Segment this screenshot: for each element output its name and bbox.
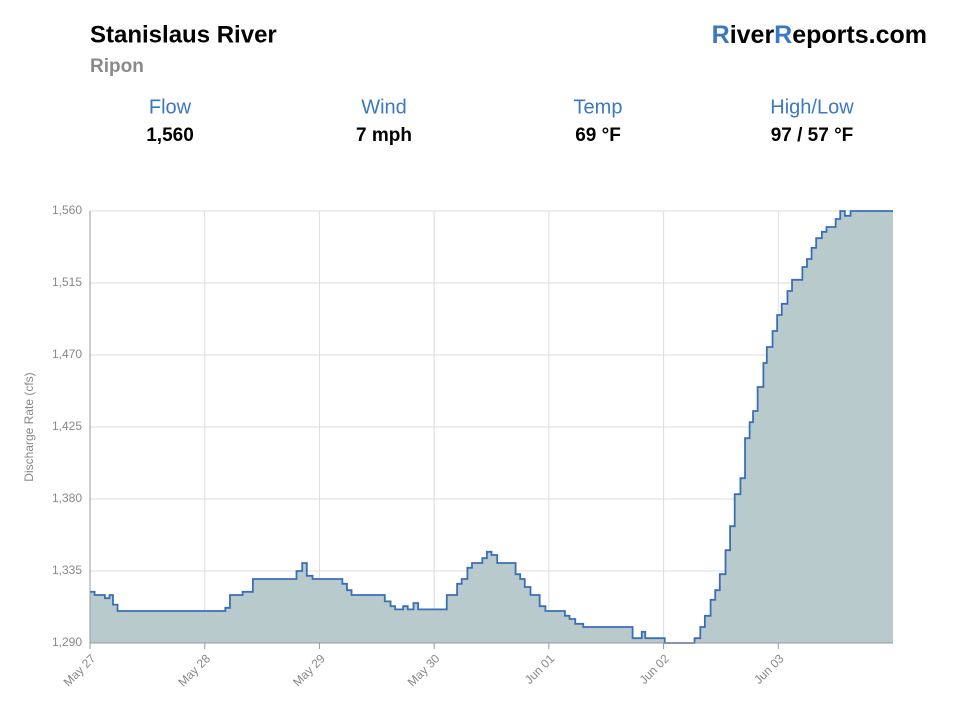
x-tick-label: Jun 03 — [751, 651, 787, 687]
brand-part: R — [712, 21, 730, 49]
x-tick-label: May 29 — [290, 651, 328, 689]
stat-label: Temp — [574, 96, 623, 118]
stat-label: Flow — [149, 96, 192, 118]
stat-label: High/Low — [770, 96, 854, 118]
y-tick-label: 1,380 — [52, 491, 82, 505]
x-tick-label: Jun 01 — [522, 651, 558, 687]
line — [90, 210, 893, 644]
y-tick-label: 1,425 — [52, 419, 82, 433]
stats: Flow 1,560 Wind 7 mph Temp 69 °F High/Low 97 / … — [146, 96, 854, 146]
brand-part: R — [774, 21, 792, 49]
brand: RiverReports.com — [712, 21, 927, 49]
x-tick-label: May 30 — [405, 651, 443, 689]
chart: 1,290 1,335 1,380 1,425 1,470 1,515 1,560 May 2… — [22, 203, 893, 689]
x-tick-label: May 28 — [175, 651, 213, 689]
y-tick-label: 1,290 — [52, 635, 82, 649]
brand-part: iver — [730, 21, 775, 49]
stat-value: 7 mph — [356, 125, 412, 146]
x-tick-label: May 27 — [61, 651, 99, 689]
y-tick-label: 1,515 — [52, 275, 82, 289]
stat-label: Wind — [361, 96, 407, 118]
y-axis-label: Discharge Rate (cfs) — [22, 372, 36, 481]
stat-value: 1,560 — [146, 125, 194, 146]
y-tick-label: 1,560 — [52, 203, 82, 217]
area — [90, 211, 893, 643]
subtitle: Ripon — [90, 56, 144, 77]
title: Stanislaus River — [90, 21, 277, 48]
brand-part: eports.com — [792, 21, 927, 49]
y-tick-label: 1,335 — [52, 563, 82, 577]
y-tick-label: 1,470 — [52, 347, 82, 361]
stat-value: 97 / 57 °F — [771, 125, 854, 146]
x-tick-label: Jun 02 — [637, 651, 673, 687]
stat-value: 69 °F — [575, 125, 621, 146]
